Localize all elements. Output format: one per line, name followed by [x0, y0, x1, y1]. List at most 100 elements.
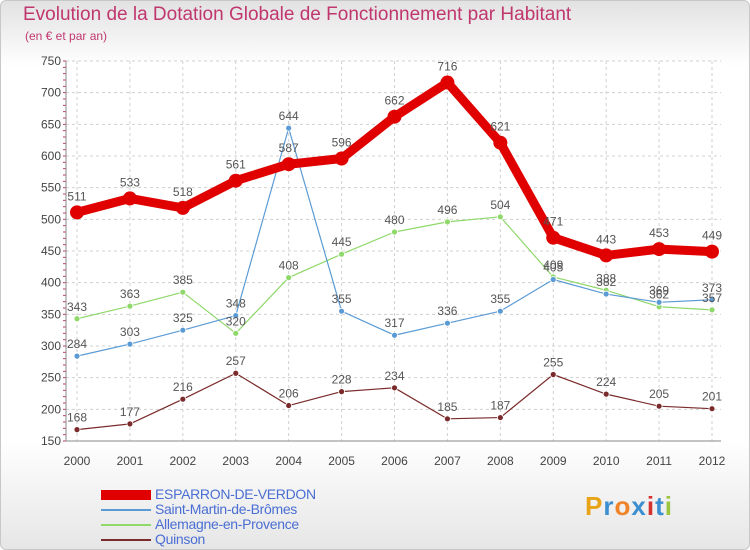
data-label: 355 [332, 292, 352, 306]
data-point [655, 298, 663, 306]
data-label: 224 [596, 375, 616, 389]
data-label: 405 [543, 261, 563, 275]
data-point [228, 173, 243, 188]
data-point [655, 402, 663, 410]
x-tick-label: 2006 [381, 454, 408, 468]
data-point [232, 329, 240, 337]
data-point [444, 319, 451, 327]
y-tick-label: 700 [41, 86, 61, 100]
data-label: 388 [596, 271, 616, 285]
data-point [602, 390, 610, 398]
data-label: 357 [702, 291, 722, 305]
data-point [440, 75, 455, 90]
data-label: 336 [437, 304, 457, 318]
logo-letter: i [664, 491, 673, 521]
legend-label: ESPARRON-DE-VERDON [155, 486, 316, 502]
data-label: 408 [279, 259, 299, 273]
data-point [285, 274, 293, 282]
y-tick-label: 150 [41, 434, 61, 448]
data-point [549, 371, 557, 378]
legend-label: Quinson [155, 531, 206, 547]
data-point [708, 405, 716, 413]
data-label: 325 [173, 311, 193, 325]
chart-subtitle: (en € et par an) [25, 29, 108, 43]
data-point [73, 315, 81, 323]
data-point [338, 307, 345, 315]
x-tick-label: 2004 [275, 454, 302, 468]
legend-label: Saint-Martin-de-Brômes [155, 501, 297, 517]
data-label: 185 [437, 400, 457, 414]
data-label: 449 [702, 229, 722, 243]
data-point [391, 331, 398, 339]
data-point [285, 402, 293, 409]
data-point [126, 420, 134, 428]
x-tick-label: 2009 [540, 454, 567, 468]
data-label: 205 [649, 387, 669, 401]
y-tick-label: 350 [41, 307, 61, 321]
data-label: 317 [384, 316, 404, 330]
data-label: 385 [173, 273, 193, 287]
data-point [493, 135, 508, 150]
data-label: 382 [596, 275, 616, 289]
data-label: 504 [490, 198, 510, 212]
legend-item: Saint-Martin-de-Brômes [101, 501, 401, 517]
data-label: 355 [490, 292, 510, 306]
data-point [338, 388, 345, 396]
y-tick-label: 250 [41, 371, 61, 385]
x-tick-label: 2011 [646, 454, 672, 468]
x-tick-label: 2005 [328, 454, 355, 468]
data-point [496, 414, 504, 421]
legend-swatch [101, 524, 151, 526]
data-label: 716 [437, 60, 457, 74]
data-point [708, 306, 716, 314]
data-point [175, 200, 190, 215]
data-point [391, 228, 398, 236]
data-label: 257 [226, 354, 246, 368]
data-label: 177 [120, 405, 140, 419]
data-point [387, 109, 402, 124]
legend: ESPARRON-DE-VERDON Saint-Martin-de-Brôme… [101, 486, 401, 547]
data-label: 471 [543, 215, 563, 229]
data-point [122, 191, 137, 206]
y-tick-label: 450 [41, 244, 61, 258]
data-point [70, 205, 84, 220]
y-tick-label: 200 [41, 402, 61, 416]
data-point [73, 426, 81, 434]
data-point [602, 290, 610, 298]
data-point [546, 230, 561, 245]
data-point [496, 307, 504, 315]
data-point [549, 276, 557, 283]
data-label: 662 [384, 94, 404, 108]
chart-title: Evolution de la Dotation Globale de Fonc… [23, 4, 572, 25]
y-tick-label: 550 [41, 181, 61, 195]
data-label: 533 [120, 175, 140, 189]
x-tick-label: 2002 [169, 454, 196, 468]
data-point [338, 250, 345, 258]
data-label: 363 [120, 287, 140, 301]
data-label: 587 [279, 141, 299, 155]
y-tick-label: 650 [41, 117, 61, 131]
data-label: 596 [332, 136, 352, 150]
data-point [652, 242, 667, 257]
legend-swatch [101, 539, 151, 541]
data-label: 228 [332, 373, 352, 387]
data-label: 409 [543, 258, 563, 272]
legend-item: Quinson [101, 531, 401, 547]
x-tick-label: 2008 [487, 454, 514, 468]
data-point [705, 244, 719, 259]
data-label: 496 [437, 203, 457, 217]
x-tick-label: 2012 [699, 454, 726, 468]
data-label: 187 [490, 399, 510, 413]
data-point [708, 296, 716, 304]
y-tick-label: 300 [41, 339, 61, 353]
data-label: 168 [67, 411, 87, 425]
y-tick-label: 500 [41, 212, 61, 226]
data-label: 445 [332, 235, 352, 249]
logo-letter: x [631, 491, 647, 521]
data-label: 480 [384, 213, 404, 227]
data-point [285, 124, 293, 132]
data-label: 561 [226, 158, 246, 172]
data-label: 453 [649, 226, 669, 240]
